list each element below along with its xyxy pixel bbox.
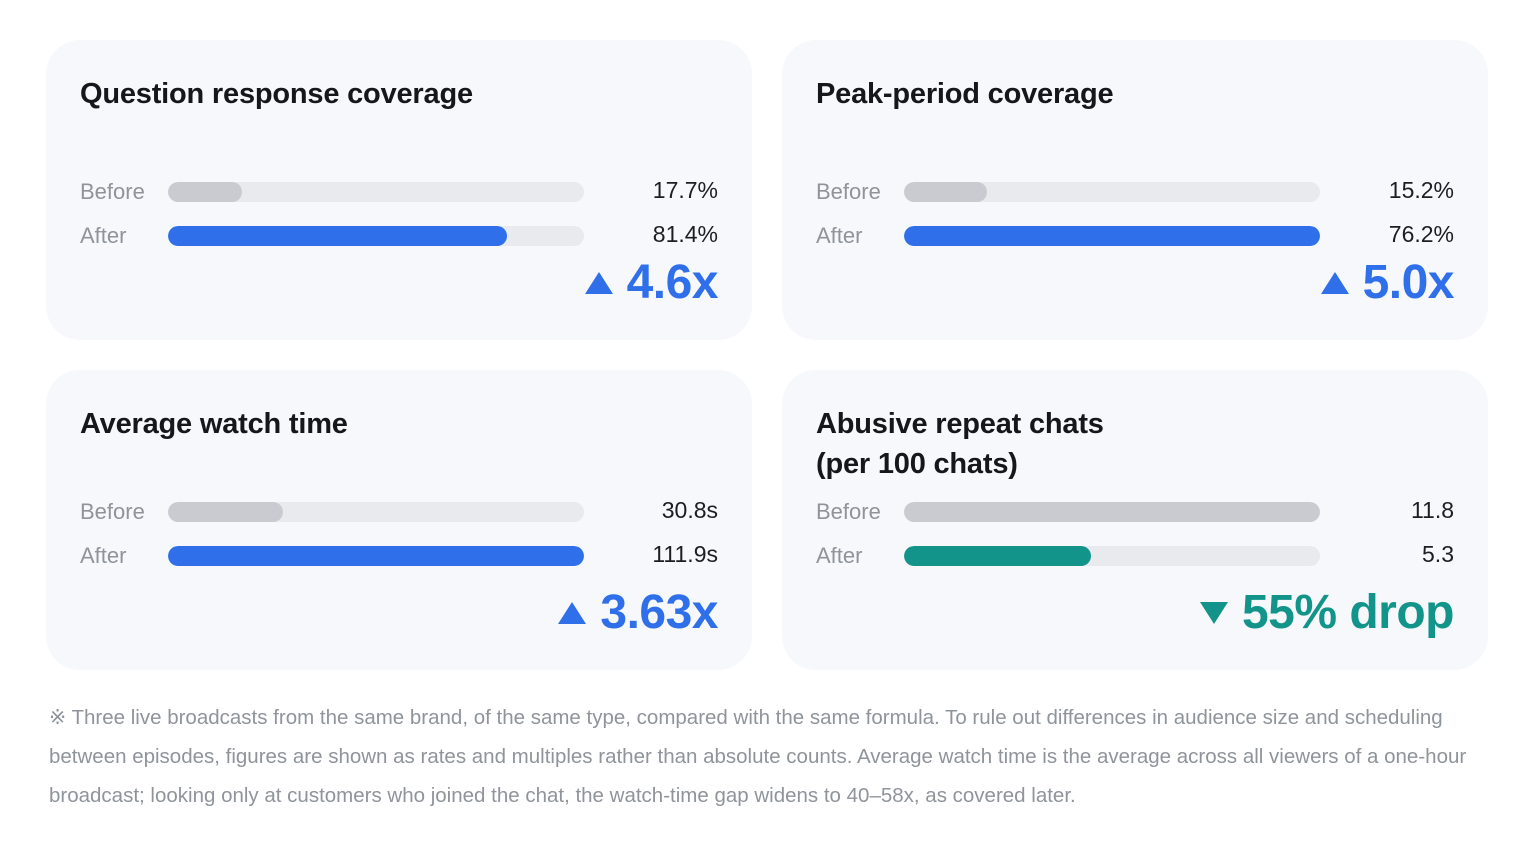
bar-before: [904, 502, 1320, 522]
bar-row-after: After 81.4%: [80, 221, 718, 251]
change-indicator: 3.63x: [558, 584, 718, 642]
bar-row-after: After 76.2%: [816, 221, 1454, 251]
bar-before: [904, 182, 987, 202]
bar-row-after: After 5.3: [816, 541, 1454, 571]
bar-value-before: 17.7%: [652, 177, 718, 203]
bar-value-after: 76.2%: [1388, 221, 1454, 247]
bar-label-before: Before: [80, 499, 145, 524]
triangle-up-icon: [1320, 272, 1349, 294]
metric-card-peak-period-coverage: Peak-period coverage Before 15.2% After …: [782, 40, 1488, 340]
metric-card-question-response-coverage: Question response coverage Before 17.7% …: [46, 40, 752, 340]
bar-value-after: 5.3: [1422, 541, 1454, 567]
bar-row-before: Before 15.2%: [816, 177, 1454, 207]
metric-card-abusive-repeat-chats: Abusive repeat chats (per 100 chats) Bef…: [782, 370, 1488, 670]
bar-value-before: 30.8s: [661, 497, 718, 523]
triangle-up-icon: [558, 602, 587, 624]
card-title: Peak-period coverage: [816, 78, 1114, 110]
bar-label-before: Before: [816, 179, 881, 204]
bar-label-before: Before: [80, 179, 145, 204]
bar-track: [904, 226, 1320, 246]
triangle-down-icon: [1199, 602, 1228, 624]
bar-label-after: After: [816, 543, 863, 568]
change-indicator: 55% drop: [1199, 584, 1455, 642]
change-indicator: 4.6x: [584, 254, 719, 312]
bar-label-after: After: [80, 223, 127, 248]
bar-after: [168, 226, 507, 246]
bar-label-after: After: [816, 223, 863, 248]
card-title-line-2: (per 100 chats): [816, 448, 1018, 480]
bar-after: [904, 546, 1091, 566]
change-indicator: 5.0x: [1320, 254, 1455, 312]
bar-row-before: Before 30.8s: [80, 497, 718, 527]
change-value: 3.63x: [600, 586, 718, 639]
card-title: Average watch time: [80, 408, 348, 440]
bar-after: [904, 226, 1320, 246]
card-title: Question response coverage: [80, 78, 473, 110]
change-value: 5.0x: [1362, 256, 1455, 309]
bar-row-before: Before 17.7%: [80, 177, 718, 207]
bar-track: [904, 502, 1320, 522]
bar-track: [904, 182, 1320, 202]
bar-track: [168, 546, 584, 566]
bar-label-before: Before: [816, 499, 881, 524]
bar-before: [168, 502, 283, 522]
bar-track: [904, 546, 1320, 566]
bar-value-before: 11.8: [1410, 497, 1454, 523]
bar-label-after: After: [80, 543, 127, 568]
metric-card-average-watch-time: Average watch time Before 30.8s After 11…: [46, 370, 752, 670]
card-title: Abusive repeat chats (per 100 chats): [816, 404, 1376, 484]
bar-value-before: 15.2%: [1388, 177, 1454, 203]
footnote: ※ Three live broadcasts from the same br…: [49, 706, 1467, 807]
bar-value-after: 111.9s: [652, 541, 718, 567]
bar-row-before: Before 11.8: [816, 497, 1454, 527]
change-value: 55% drop: [1241, 586, 1455, 639]
bar-value-after: 81.4%: [652, 221, 718, 247]
bar-track: [168, 226, 584, 246]
change-value: 4.6x: [626, 256, 719, 309]
bar-row-after: After 111.9s: [80, 541, 718, 571]
bar-track: [168, 502, 584, 522]
card-title-line-1: Abusive repeat chats: [816, 408, 1104, 440]
bar-after: [168, 546, 584, 566]
bar-before: [168, 182, 242, 202]
bar-track: [168, 182, 584, 202]
triangle-up-icon: [584, 272, 613, 294]
